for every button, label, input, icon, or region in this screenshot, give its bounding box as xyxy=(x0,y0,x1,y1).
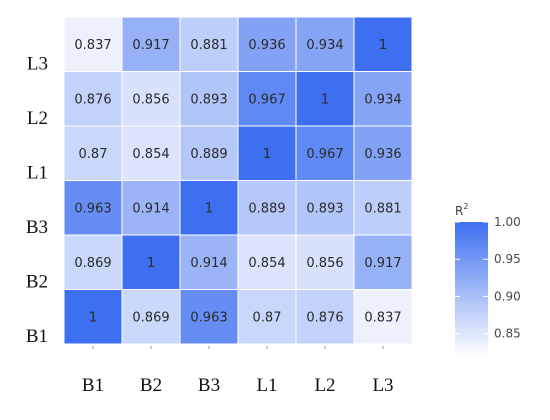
color-legend: R2 1.00 0.95 0.90 0.85 xyxy=(455,202,521,356)
cell-value-label: 1 xyxy=(263,147,271,162)
legend-title: R2 xyxy=(455,202,468,218)
heatmap-cell-b2-b3 xyxy=(179,234,239,290)
heatmap-cell-l2-l1 xyxy=(237,71,297,127)
cell-value-label: 0.854 xyxy=(248,256,285,271)
y-axis: L3 L2 L1 B3 B2 B1 xyxy=(26,54,48,348)
cell-value-label: 0.876 xyxy=(306,310,343,325)
cell-value-label: 0.869 xyxy=(74,256,111,271)
heatmap-cell-b3-l3 xyxy=(353,180,413,236)
x-tick-label: L2 xyxy=(314,375,335,396)
heatmap-cell-b2-l3 xyxy=(353,234,413,290)
cell-value-label: 0.967 xyxy=(306,147,343,162)
legend-color-bar xyxy=(455,222,488,356)
heatmap-cell-b3-b2 xyxy=(121,180,181,236)
cell-value-label: 0.967 xyxy=(248,92,285,107)
cell-value-label: 1 xyxy=(147,256,155,271)
cell-value-label: 0.936 xyxy=(364,147,401,162)
cell-value-label: 1 xyxy=(321,92,329,107)
y-tick-label: B1 xyxy=(26,326,48,347)
heatmap-cell-b2-l1 xyxy=(237,234,297,290)
heatmap-cell-l1-l2 xyxy=(295,125,355,181)
heatmap-cell-l2-b2 xyxy=(121,71,181,127)
y-tick-label: L1 xyxy=(27,163,48,184)
x-tick-label: B2 xyxy=(140,375,162,396)
heatmap-cell-l1-l3 xyxy=(353,125,413,181)
legend-tick-label: 0.85 xyxy=(494,327,521,341)
heatmap-cell-l2-l3 xyxy=(353,71,413,127)
x-tick-label: B3 xyxy=(198,375,220,396)
cell-value-label: 0.917 xyxy=(132,38,169,53)
heatmap-cell-l1-l1 xyxy=(237,125,297,181)
cell-value-label: 0.837 xyxy=(364,310,401,325)
legend-tick-label: 0.90 xyxy=(494,289,521,303)
y-tick-label: L3 xyxy=(27,54,48,75)
heatmap-cells: 0.837 0.917 0.881 0.936 0.934 1 0.876 0.856 0.89… xyxy=(63,16,413,345)
cell-value-label: 0.87 xyxy=(253,310,282,325)
cell-value-label: 0.914 xyxy=(190,256,227,271)
heatmap-cell-b3-l1 xyxy=(237,180,297,236)
heatmap-cell-l1-b2 xyxy=(121,125,181,181)
heatmap-cell-l3-b2 xyxy=(121,16,181,72)
x-tick-label: L1 xyxy=(256,375,277,396)
x-tick-label: L3 xyxy=(372,375,393,396)
heatmap-cell-b2-b1 xyxy=(63,234,123,290)
cell-value-label: 0.934 xyxy=(364,92,401,107)
cell-value-label: 0.934 xyxy=(306,38,343,53)
cell-value-label: 1 xyxy=(379,38,387,53)
cell-value-label: 0.893 xyxy=(190,92,227,107)
legend-tick-label: 1.00 xyxy=(494,215,521,229)
y-tick-label: L2 xyxy=(27,108,48,129)
cell-value-label: 0.856 xyxy=(306,256,343,271)
heatmap-cell-b1-l1 xyxy=(237,289,297,345)
cell-value-label: 0.876 xyxy=(74,92,111,107)
cell-value-label: 0.963 xyxy=(74,201,111,216)
cell-value-label: 0.914 xyxy=(132,201,169,216)
y-tick-label: B2 xyxy=(26,272,48,293)
cell-value-label: 0.889 xyxy=(248,201,285,216)
cell-value-label: 0.963 xyxy=(190,310,227,325)
cell-value-label: 0.854 xyxy=(132,147,169,162)
heatmap-cell-b2-l2 xyxy=(295,234,355,290)
heatmap-cell-l3-l3 xyxy=(353,16,413,72)
x-axis: B1 B2 B3 L1 L2 L3 xyxy=(82,346,394,396)
heatmap-cell-b3-b3 xyxy=(179,180,239,236)
cell-value-label: 0.856 xyxy=(132,92,169,107)
cell-value-label: 0.881 xyxy=(364,201,401,216)
legend-tick-label: 0.95 xyxy=(494,252,521,266)
legend-ticks: 1.00 0.95 0.90 0.85 xyxy=(455,215,521,341)
cell-value-label: 0.87 xyxy=(79,147,108,162)
y-tick-label: B3 xyxy=(26,217,48,238)
cell-value-label: 1 xyxy=(89,310,97,325)
cell-value-label: 0.936 xyxy=(248,38,285,53)
cell-value-label: 0.893 xyxy=(306,201,343,216)
heatmap-cell-b1-b1 xyxy=(63,289,123,345)
cell-value-label: 0.889 xyxy=(190,147,227,162)
cell-value-label: 0.881 xyxy=(190,38,227,53)
x-tick-label: B1 xyxy=(82,375,104,396)
heatmap-cell-l3-b3 xyxy=(179,16,239,72)
heatmap-cell-b3-l2 xyxy=(295,180,355,236)
cell-value-label: 0.837 xyxy=(74,38,111,53)
heatmap-cell-b1-l2 xyxy=(295,289,355,345)
cell-value-label: 0.869 xyxy=(132,310,169,325)
cell-value-label: 0.917 xyxy=(364,256,401,271)
heatmap-cell-l3-b1 xyxy=(63,16,123,72)
cell-value-label: 1 xyxy=(205,201,213,216)
heatmap-cell-b3-b1 xyxy=(63,180,123,236)
heatmap-cell-b1-l3 xyxy=(353,289,413,345)
